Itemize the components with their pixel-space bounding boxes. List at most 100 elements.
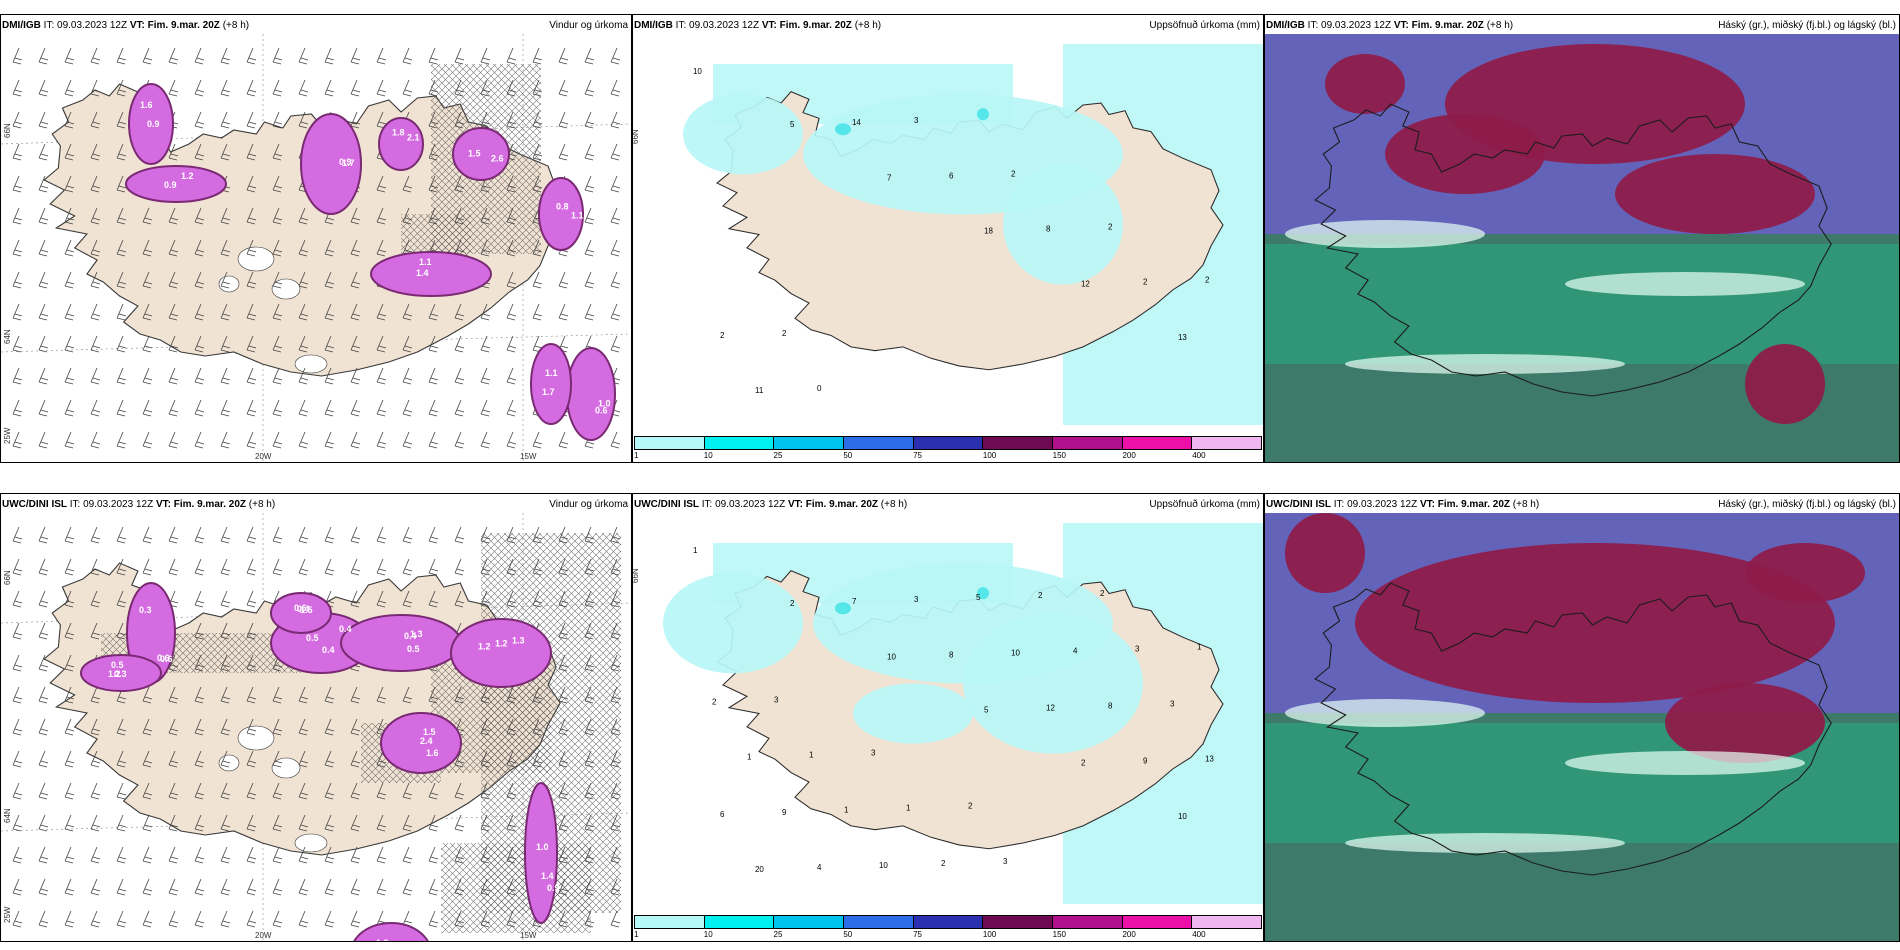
wind-barb <box>558 271 569 289</box>
wind-barb <box>64 239 75 257</box>
wind-barb <box>194 718 205 736</box>
wind-barb <box>584 846 595 864</box>
wind-barb <box>194 303 205 321</box>
wind-barb <box>168 271 179 289</box>
wind-barb <box>610 686 621 704</box>
precip-area <box>566 347 616 441</box>
wind-barb <box>12 111 23 129</box>
accum-max <box>835 602 851 615</box>
lat-label-66n: 66N <box>631 568 640 583</box>
wind-barb <box>610 910 621 928</box>
accum-value: 10 <box>879 861 888 870</box>
precip-value: 1.0 <box>536 842 549 852</box>
wind-barb <box>168 399 179 417</box>
wind-barb <box>584 111 595 129</box>
wind-barb <box>298 526 309 544</box>
accum-value: 5 <box>790 120 795 129</box>
wind-barb <box>402 526 413 544</box>
wind-barb <box>246 303 257 321</box>
wind-barb <box>194 335 205 353</box>
wind-barb <box>558 654 569 672</box>
wind-barb <box>64 431 75 449</box>
wind-barb <box>116 239 127 257</box>
precip-value: 1.2 <box>108 669 121 679</box>
wind-barb <box>376 239 387 257</box>
wind-barb <box>116 143 127 161</box>
wind-barb <box>220 207 231 225</box>
wind-barb <box>12 47 23 65</box>
precip-value: 1.1 <box>571 211 584 221</box>
accum-value: 2 <box>1108 222 1113 231</box>
valid-time: VT: Fim. 9.mar. 20Z <box>1419 499 1511 510</box>
wind-barb <box>90 271 101 289</box>
wind-barb <box>454 910 465 928</box>
iceland-outline <box>1314 103 1832 397</box>
valid-time: VT: Fim. 9.mar. 20Z <box>155 499 247 510</box>
wind-barb <box>168 846 179 864</box>
wind-barb <box>298 239 309 257</box>
wind-barb <box>220 686 231 704</box>
high-cloud-area <box>1665 683 1825 763</box>
wind-barb <box>324 431 335 449</box>
wind-barb <box>194 526 205 544</box>
panel-title: Uppsöfnuð úrkoma (mm) <box>1149 499 1260 510</box>
wind-barb <box>584 718 595 736</box>
wind-barb <box>610 79 621 97</box>
wind-barb <box>584 79 595 97</box>
accum-value: 8 <box>1108 701 1113 710</box>
wind-barb <box>220 367 231 385</box>
accum-value: 7 <box>887 173 892 182</box>
wind-barb <box>12 590 23 608</box>
accum-value: 2 <box>790 599 795 608</box>
wind-barb <box>350 47 361 65</box>
precip-value: 0.8 <box>556 202 569 212</box>
high-cloud-area <box>1745 344 1825 424</box>
precip-area <box>128 83 174 165</box>
accum-value: 13 <box>1205 755 1214 764</box>
accum-value: 10 <box>1178 812 1187 821</box>
lead-time: (+8 h) <box>1486 20 1514 31</box>
precip-legend: 1 10 25 50 75 100 150 200 400 <box>634 915 1262 939</box>
wind-barb <box>246 846 257 864</box>
wind-barb <box>272 303 283 321</box>
wind-barb <box>64 622 75 640</box>
wind-barb <box>220 910 231 928</box>
legend-bar <box>634 915 1262 929</box>
wind-barb <box>246 143 257 161</box>
accum-value: 2 <box>782 329 787 338</box>
precip-value: 1.4 <box>416 268 429 278</box>
wind-barb <box>428 399 439 417</box>
wind-barb <box>168 335 179 353</box>
wind-barb <box>610 271 621 289</box>
precip-value: 0.4 <box>297 604 310 614</box>
wind-barb <box>584 526 595 544</box>
wind-barb <box>506 526 517 544</box>
precip-value: 0.4 <box>404 631 417 641</box>
wind-barb <box>480 590 491 608</box>
wind-barb <box>428 367 439 385</box>
wind-barb <box>454 558 465 576</box>
wind-barb <box>220 399 231 417</box>
accum-value: 9 <box>782 808 787 817</box>
wind-barb <box>38 111 49 129</box>
legend-swatch <box>913 437 984 449</box>
precip-area <box>125 165 227 203</box>
wind-barb <box>506 558 517 576</box>
wind-barb <box>272 143 283 161</box>
precip-value: 1.3 <box>512 635 525 645</box>
thin-cloud-band <box>1345 354 1625 374</box>
wind-barb <box>298 558 309 576</box>
precip-value: 1.5 <box>468 149 481 159</box>
wind-barb <box>324 335 335 353</box>
precip-value: 1.7 <box>542 387 555 397</box>
wind-barb <box>142 846 153 864</box>
wind-barb <box>64 335 75 353</box>
wind-barb <box>194 271 205 289</box>
wind-barb <box>610 846 621 864</box>
panel-clouds-dmi: DMI/IGB IT: 09.03.2023 12Z VT: Fim. 9.ma… <box>1264 14 1900 463</box>
panel-header: UWC/DINI ISL IT: 09.03.2023 12Z VT: Fim.… <box>1266 498 1896 512</box>
wind-barb <box>90 175 101 193</box>
panel-title: Vindur og úrkoma <box>549 499 628 510</box>
accum-value: 10 <box>1011 648 1020 657</box>
wind-barb <box>142 782 153 800</box>
